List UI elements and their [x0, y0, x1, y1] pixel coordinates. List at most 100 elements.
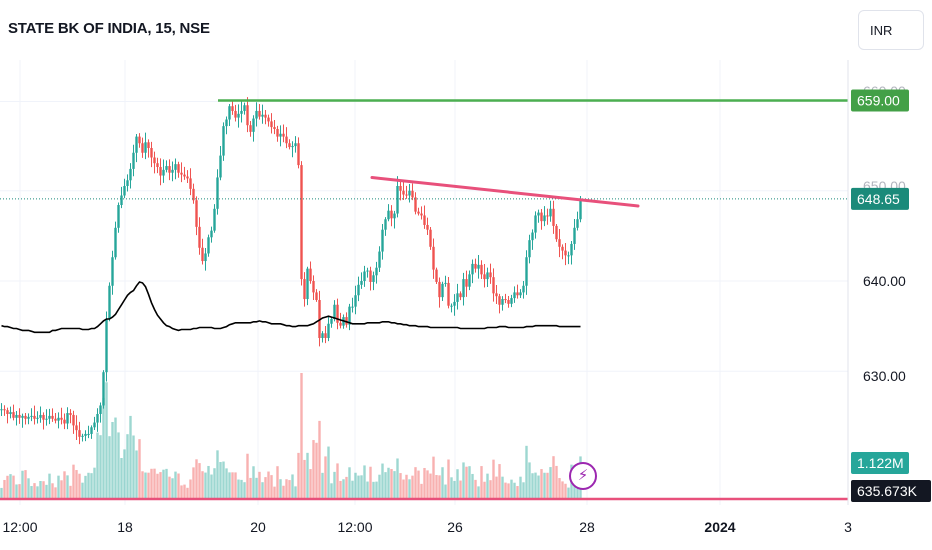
- candle-body: [465, 279, 468, 287]
- candle-body: [369, 270, 372, 282]
- volume-bar: [405, 474, 408, 498]
- volume-bar: [381, 463, 384, 498]
- candle-body: [522, 285, 525, 293]
- currency-button[interactable]: INR: [858, 10, 924, 50]
- volume-bar: [417, 470, 420, 498]
- volume-bar: [468, 466, 471, 498]
- volume-bar: [267, 471, 270, 498]
- volume-bar: [414, 467, 417, 498]
- candle-body: [447, 282, 450, 306]
- candle-body: [120, 195, 123, 205]
- candle-body: [282, 133, 285, 137]
- volume-bar: [270, 475, 273, 498]
- volume-bar: [84, 475, 87, 498]
- x-tick-label: 28: [579, 519, 595, 535]
- candle-body: [393, 213, 396, 219]
- volume-bar: [531, 473, 534, 498]
- candle-body: [351, 306, 354, 308]
- candle-body: [366, 270, 369, 272]
- candle-body: [429, 229, 432, 247]
- volume-bar: [537, 475, 540, 498]
- volume-bar: [312, 440, 315, 498]
- candle-body: [24, 415, 27, 419]
- candle-body: [183, 174, 186, 177]
- volume-bar: [69, 485, 72, 498]
- candle-body: [534, 215, 537, 233]
- volume-bar: [504, 482, 507, 498]
- candle-body: [135, 136, 138, 153]
- volume-bar: [534, 472, 537, 498]
- volume-bar: [366, 481, 369, 498]
- volume-bar: [234, 472, 237, 498]
- candle-body: [513, 292, 516, 299]
- volume-bar: [297, 452, 300, 498]
- candle-body: [216, 177, 219, 209]
- candle-body: [285, 136, 288, 144]
- volume-bar: [372, 481, 375, 498]
- volume-bar: [87, 472, 90, 498]
- volume-bar: [75, 470, 78, 498]
- candle-body: [306, 268, 309, 300]
- candle-body: [312, 281, 315, 293]
- candle-body: [375, 267, 378, 276]
- volume-bar: [453, 480, 456, 498]
- candle-body: [189, 178, 192, 189]
- candle-body: [207, 237, 210, 254]
- volume-bar: [300, 373, 303, 498]
- candle-body: [261, 114, 264, 117]
- candle-body: [63, 419, 66, 424]
- candle-body: [276, 129, 279, 137]
- volume-bar: [426, 470, 429, 498]
- volume-bar: [348, 467, 351, 498]
- volume-bar: [144, 472, 147, 498]
- candle-body: [468, 274, 471, 287]
- volume-bar: [198, 463, 201, 498]
- resistance-price-label-bg: [851, 89, 909, 112]
- candle-body: [471, 263, 474, 275]
- candle-body: [153, 157, 156, 164]
- volume-bar: [57, 475, 60, 498]
- volume-bar: [132, 435, 135, 498]
- volume-bar: [111, 421, 114, 498]
- volume-bar: [60, 480, 63, 498]
- candle-body: [378, 251, 381, 268]
- candle-body: [90, 427, 93, 434]
- candle-body: [438, 281, 441, 298]
- candle-body: [246, 105, 249, 126]
- candle-body: [54, 418, 57, 421]
- volume-ma-label-bg: [851, 480, 931, 502]
- candle-body: [531, 232, 534, 241]
- x-tick-label: 3: [844, 519, 852, 535]
- volume-bar: [18, 484, 21, 498]
- volume-bar: [30, 486, 33, 498]
- volume-bar: [486, 473, 489, 498]
- volume-bar: [153, 468, 156, 498]
- candle-body: [495, 293, 498, 297]
- volume-bar: [369, 466, 372, 498]
- volume-bar: [339, 480, 342, 498]
- candle-body: [186, 176, 189, 179]
- volume-bar: [282, 485, 285, 498]
- x-tick-label: 20: [250, 519, 266, 535]
- candle-body: [318, 300, 321, 338]
- candle-body: [69, 413, 72, 415]
- candle-body: [390, 210, 393, 219]
- candle-body: [111, 257, 114, 286]
- candle-body: [489, 272, 492, 278]
- volume-bar: [105, 382, 108, 498]
- volume-bar: [15, 484, 18, 498]
- candle-body: [234, 110, 237, 118]
- candle-body: [222, 126, 225, 156]
- candle-body: [483, 274, 486, 280]
- volume-bar: [441, 467, 444, 498]
- candle-body: [21, 415, 24, 418]
- volume-bar: [399, 473, 402, 498]
- volume-bar: [168, 476, 171, 498]
- lightning-icon[interactable]: ⚡: [569, 462, 597, 490]
- volume-bar: [510, 479, 513, 498]
- candle-body: [87, 433, 90, 435]
- volume-bar: [303, 459, 306, 498]
- volume-bar: [12, 475, 15, 498]
- volume-bar: [501, 476, 504, 498]
